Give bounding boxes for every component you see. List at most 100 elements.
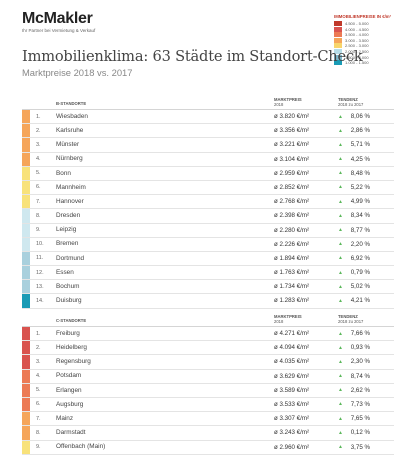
legend-label: 3.000 - 3.500 (345, 37, 369, 43)
table-row: 14. Duisburg ø 1.283 €/m² 4,21 % ▲ (22, 294, 394, 309)
column-header-price-sub: 2018 (274, 102, 284, 107)
price-color-strip (22, 426, 30, 440)
market-price: ø 4.271 €/m² (274, 330, 310, 337)
price-color-strip (22, 412, 30, 426)
rank-number: 8. (36, 429, 41, 436)
trend-up-icon: ▲ (338, 444, 343, 450)
legend-label: 2.000 - 2.500 (345, 48, 369, 54)
city-name: Dresden (56, 212, 81, 220)
price-color-strip (22, 397, 30, 412)
column-header-city: C-STANDORTE (56, 318, 87, 323)
trend-up-icon: ▲ (338, 387, 343, 394)
table-row: 6. Mannheim ø 2.852 €/m² 5,22 % ▲ (22, 180, 394, 196)
trend-up-icon: ▲ (338, 227, 343, 233)
rank-number: 7. (36, 198, 41, 205)
trend-up-icon: ▲ (338, 358, 343, 365)
price-color-strip (22, 383, 30, 397)
table-row: 7. Hannover ø 2.768 €/m² 4,99 % ▲ (22, 195, 394, 210)
trend-percent: 2,20 % (350, 240, 370, 248)
table-row: 12. Essen ø 1.763 €/m² 0,79 % ▲ (22, 266, 394, 281)
trend-up-icon: ▲ (338, 127, 343, 134)
table-row: 11. Dortmund ø 1.894 €/m² 6,92 % ▲ (22, 251, 394, 267)
trend-percent: 7,73 % (350, 400, 370, 408)
market-price: ø 1.894 €/m² (274, 254, 310, 262)
rank-number: 8. (36, 212, 41, 219)
table-row: 3. Münster ø 3.221 €/m² 5,71 % ▲ (22, 138, 394, 153)
market-price: ø 2.398 €/m² (274, 212, 310, 220)
city-name: Bonn (56, 169, 71, 177)
market-price: ø 3.243 €/m² (274, 429, 310, 437)
legend-label: 1.500 - 2.000 (345, 54, 369, 60)
trend-up-icon: ▲ (338, 255, 343, 262)
legend-item: 4.000 - 4.500 (334, 26, 394, 32)
market-price: ø 2.768 €/m² (274, 198, 310, 206)
market-price: ø 2.226 €/m² (274, 240, 310, 248)
trend-up-icon: ▲ (338, 401, 343, 408)
trend-percent: 2,86 % (350, 127, 370, 135)
price-color-strip (22, 166, 30, 180)
city-name: Darmstadt (56, 429, 86, 437)
market-price: ø 1.734 €/m² (274, 283, 310, 291)
table-row: 13. Bochum ø 1.734 €/m² 5,02 % ▲ (22, 280, 394, 295)
b-standorte-table: B-STANDORTE MARKTPREIS 2018 TENDENZ 2018… (22, 95, 394, 309)
trend-up-icon: ▲ (338, 373, 343, 380)
trend-up-icon: ▲ (338, 283, 343, 290)
city-name: Leipzig (56, 226, 77, 234)
trend-percent: 4,21 % (350, 297, 370, 305)
market-price: ø 3.307 €/m² (274, 415, 310, 423)
rank-number: 6. (36, 184, 41, 191)
rank-number: 13. (36, 283, 44, 290)
trend-up-icon: ▲ (338, 344, 343, 351)
trend-up-icon: ▲ (338, 330, 343, 337)
trend-up-icon: ▲ (338, 156, 343, 163)
table-row: 9. Leipzig ø 2.280 €/m² 8,77 % ▲ (22, 223, 394, 238)
trend-up-icon: ▲ (338, 113, 343, 120)
trend-up-icon: ▲ (338, 198, 343, 205)
trend-percent: 8,34 % (350, 212, 370, 220)
market-price: ø 3.533 €/m² (274, 400, 310, 408)
market-price: ø 1.283 €/m² (274, 297, 310, 305)
trend-percent: 7,65 % (350, 415, 370, 423)
city-name: Heidelberg (56, 343, 87, 351)
rank-number: 11. (36, 255, 44, 262)
column-header-price: MARKTPREIS 2018 (274, 314, 302, 324)
column-header-trend: TENDENZ 2018 zu 2017 (338, 97, 363, 107)
city-name: Freiburg (56, 329, 80, 337)
table-row: 2. Karlsruhe ø 3.356 €/m² 2,86 % ▲ (22, 124, 394, 139)
legend-label: 3.500 - 4.000 (345, 32, 369, 38)
column-header-city: B-STANDORTE (56, 101, 87, 106)
logo-wordmark: McMakler (22, 10, 93, 27)
legend-item: 4.500 - 5.000 (334, 21, 394, 26)
price-color-strip (22, 440, 30, 454)
column-header-trend-label: TENDENZ (338, 314, 358, 319)
table-row: 9. Offenbach (Main) ø 2.960 €/m² 3,75 % ▲ (22, 440, 394, 455)
price-color-strip (22, 280, 30, 294)
price-color-strip (22, 251, 30, 266)
legend-item: 3.000 - 3.500 (334, 37, 394, 43)
legend-item: 1.000 - 1.500 (334, 60, 394, 66)
rank-number: 12. (36, 269, 44, 276)
trend-percent: 6,92 % (350, 254, 370, 262)
rank-number: 1. (36, 113, 41, 120)
price-color-strip (22, 369, 30, 383)
trend-percent: 0,93 % (350, 344, 370, 352)
market-price: ø 3.104 €/m² (274, 155, 310, 163)
c-standorte-table: C-STANDORTE MARKTPREIS 2018 TENDENZ 2018… (22, 312, 394, 455)
trend-percent: 4,99 % (350, 198, 370, 206)
rank-number: 10. (36, 241, 44, 248)
table-header: C-STANDORTE MARKTPREIS 2018 TENDENZ 2018… (22, 312, 394, 327)
city-name: Offenbach (Main) (56, 443, 106, 451)
city-name: Mannheim (56, 183, 86, 191)
market-price: ø 3.356 €/m² (274, 127, 310, 135)
market-price: ø 2.280 €/m² (274, 226, 310, 234)
table-header: B-STANDORTE MARKTPREIS 2018 TENDENZ 2018… (22, 95, 394, 110)
city-name: Wiesbaden (56, 112, 88, 120)
trend-percent: 4,25 % (350, 155, 370, 163)
city-name: Potsdam (56, 372, 82, 380)
trend-up-icon: ▲ (338, 429, 343, 436)
trend-up-icon: ▲ (338, 170, 343, 177)
city-name: Duisburg (56, 297, 82, 305)
table-row: 6. Augsburg ø 3.533 €/m² 7,73 % ▲ (22, 397, 394, 413)
legend-swatch (334, 32, 342, 38)
price-color-strip (22, 124, 30, 138)
